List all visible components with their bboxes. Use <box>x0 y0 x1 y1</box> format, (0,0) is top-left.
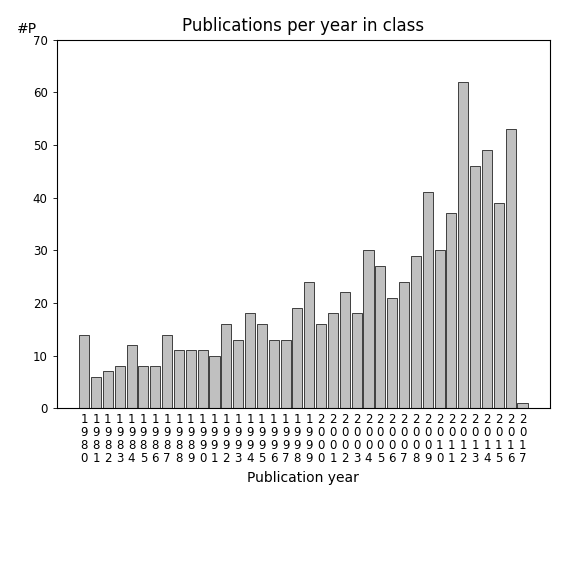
Bar <box>482 150 492 408</box>
Bar <box>281 340 291 408</box>
Bar <box>363 250 374 408</box>
Bar <box>174 350 184 408</box>
Title: Publications per year in class: Publications per year in class <box>182 18 425 35</box>
Bar <box>233 340 243 408</box>
Bar <box>186 350 196 408</box>
Bar <box>518 403 527 408</box>
Bar <box>446 213 456 408</box>
Bar <box>221 324 231 408</box>
Bar <box>494 203 504 408</box>
Bar <box>458 82 468 408</box>
Bar <box>375 266 386 408</box>
Bar <box>304 282 314 408</box>
Bar <box>162 335 172 408</box>
Bar <box>340 293 350 408</box>
Bar <box>470 166 480 408</box>
Bar <box>423 192 433 408</box>
Bar <box>198 350 208 408</box>
Bar <box>115 366 125 408</box>
Bar <box>352 314 362 408</box>
Bar <box>257 324 267 408</box>
Bar <box>245 314 255 408</box>
Bar <box>434 250 445 408</box>
X-axis label: Publication year: Publication year <box>247 471 359 485</box>
Y-axis label: #P: #P <box>17 22 37 36</box>
Bar <box>411 256 421 408</box>
Bar <box>209 356 219 408</box>
Bar <box>506 129 516 408</box>
Bar <box>269 340 279 408</box>
Bar <box>138 366 149 408</box>
Bar <box>79 335 89 408</box>
Bar <box>399 282 409 408</box>
Bar <box>103 371 113 408</box>
Bar <box>328 314 338 408</box>
Bar <box>91 376 101 408</box>
Bar <box>387 298 397 408</box>
Bar <box>126 345 137 408</box>
Bar <box>316 324 326 408</box>
Bar <box>150 366 160 408</box>
Bar <box>293 308 302 408</box>
